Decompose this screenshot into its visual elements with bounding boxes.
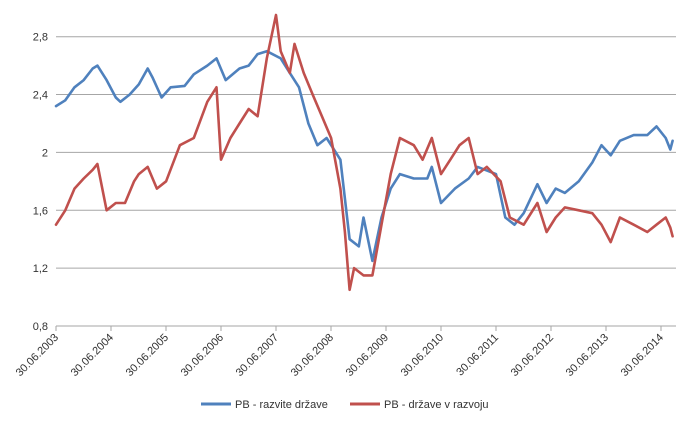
series-lines [54,13,674,292]
x-axis: 30.06.2003 30.06.2004 30.06.2005 30.06.2006… [14,325,676,379]
gridlines [56,36,676,327]
x-tick-label: 30.06.2005 [124,332,171,379]
series-line-1 [54,49,674,263]
x-tick-label: 30.06.2010 [399,332,446,379]
y-tick-label: 2,8 [33,32,48,44]
x-tick-label: 30.06.2003 [14,332,61,379]
y-tick-label: 1,2 [33,263,48,275]
x-tick-label: 30.06.2004 [69,332,116,379]
y-axis-labels: 0,8 1,2 1,6 2 2,4 2,8 [33,32,48,333]
series-line-2 [54,13,674,292]
x-tick-label: 30.06.2014 [619,332,666,379]
x-tick-label: 30.06.2007 [234,332,281,379]
y-tick-label: 2,4 [33,90,48,102]
legend-label-2: PB - države v razvoju [384,399,489,411]
x-tick-label: 30.06.2009 [344,332,391,379]
y-tick-label: 0,8 [33,321,48,333]
y-tick-label: 1,6 [33,205,48,217]
x-tick-label: 30.06.2008 [289,332,336,379]
legend-label-1: PB - razvite države [235,399,328,411]
x-tick-label: 30.06.2013 [564,332,611,379]
x-tick-label: 30.06.2006 [179,332,226,379]
y-tick-label: 2 [42,147,48,159]
x-tick-label: 30.06.2012 [509,332,556,379]
x-tick-label: 30.06.2011 [454,332,501,379]
legend: PB - razvite države PB - države v razvoju [201,399,489,411]
